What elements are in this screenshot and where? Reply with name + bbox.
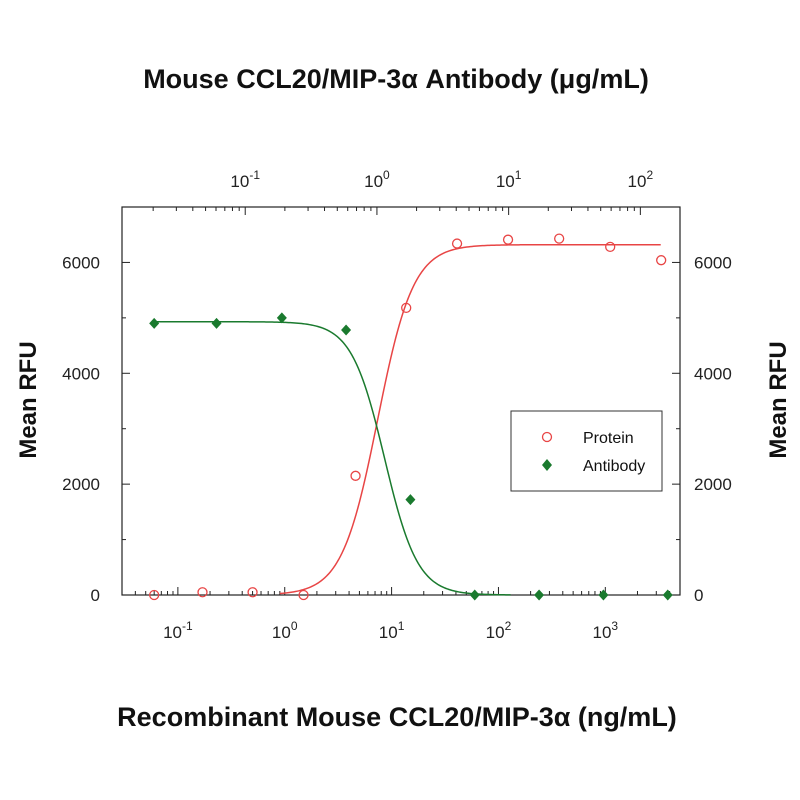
- antibody-fit-curve: [154, 320, 511, 596]
- protein-data-point: [656, 255, 667, 266]
- x-bottom-tick-label: 103: [593, 619, 619, 642]
- legend: Protein Antibody: [510, 410, 663, 492]
- antibody-data-point: [211, 317, 222, 329]
- y-right-tick-label: 4000: [694, 364, 732, 383]
- protein-data-point: [350, 470, 361, 481]
- data-points: [149, 233, 673, 601]
- protein-data-point: [298, 589, 309, 601]
- protein-data-point: [197, 587, 208, 598]
- chart-title: Mouse CCL20/MIP-3α Antibody (μg/mL): [143, 64, 649, 94]
- x-top-tick-label: 101: [496, 168, 522, 191]
- antibody-data-point: [341, 324, 352, 336]
- x-bottom-tick-label: 102: [486, 619, 512, 642]
- y-right-tick-label: 6000: [694, 253, 732, 272]
- y-axis-label-left: Mean RFU: [15, 341, 42, 458]
- antibody-data-point: [276, 312, 287, 324]
- antibody-data-point: [469, 589, 480, 601]
- x-bottom-tick-label: 101: [379, 619, 405, 642]
- y-left-tick-label: 6000: [62, 253, 100, 272]
- protein-data-point: [247, 587, 258, 598]
- protein-fit-curve: [279, 243, 661, 595]
- protein-data-point: [502, 234, 514, 245]
- x-top-tick-label: 100: [364, 168, 390, 191]
- x-axis-label: Recombinant Mouse CCL20/MIP-3α (ng/mL): [117, 702, 677, 732]
- protein-data-point: [401, 302, 412, 314]
- protein-data-point: [451, 238, 463, 249]
- x-top-tick-label: 10-1: [230, 168, 260, 191]
- y-right-tick-label: 2000: [694, 475, 732, 494]
- legend-protein-label: Protein: [583, 430, 634, 447]
- x-bottom-tick-label: 10-1: [163, 619, 193, 642]
- antibody-data-point: [662, 589, 673, 601]
- legend-antibody-label: Antibody: [583, 458, 645, 475]
- y-axis-label-right: Mean RFU: [765, 341, 792, 458]
- y-left-tick-label: 4000: [62, 364, 100, 383]
- x-top-tick-label: 102: [628, 168, 654, 191]
- antibody-data-point: [534, 589, 545, 601]
- antibody-data-point: [598, 589, 609, 601]
- plot-frame: [121, 206, 681, 596]
- legend-protein-marker: [541, 431, 553, 443]
- antibody-data-point: [405, 494, 416, 506]
- y-right-tick-label: 0: [694, 586, 703, 605]
- antibody-data-point: [149, 317, 160, 329]
- protein-data-point: [149, 589, 160, 601]
- protein-data-point: [605, 241, 616, 253]
- protein-data-point: [554, 233, 565, 244]
- y-left-tick-label: 2000: [62, 475, 100, 494]
- legend-antibody-marker: [542, 459, 552, 471]
- y-left-tick-label: 0: [91, 586, 100, 605]
- axis-ticks: 10-1 100 101 102 103 10-1 100 101 102 0 0 2000 2000 4…: [62, 168, 732, 642]
- x-bottom-tick-label: 100: [272, 619, 298, 642]
- legend-box: [510, 410, 663, 492]
